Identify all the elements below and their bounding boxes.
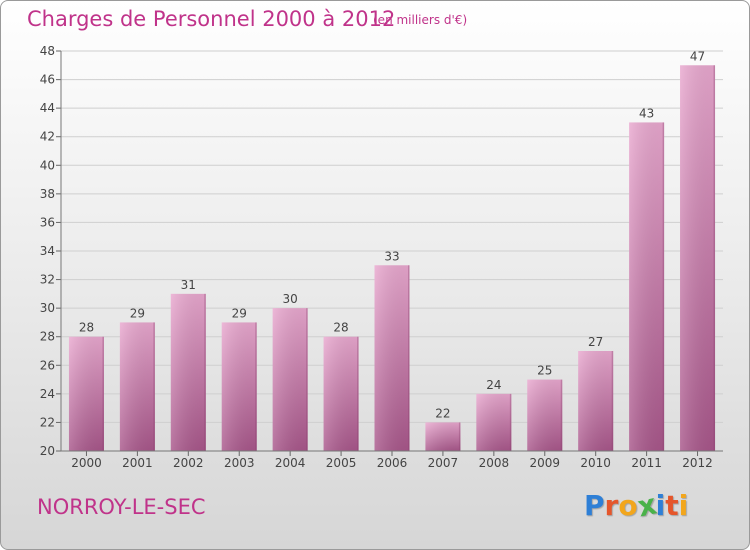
logo-letter: t xyxy=(665,489,679,522)
bar-edge xyxy=(357,336,359,451)
logo-letter: i xyxy=(678,489,689,522)
y-tick-label: 34 xyxy=(40,244,55,258)
bar-edge xyxy=(458,422,461,451)
bar-shade xyxy=(680,65,716,452)
x-tick-label: 2003 xyxy=(224,456,255,470)
data-label: 47 xyxy=(690,49,705,63)
data-label: 27 xyxy=(588,335,603,349)
data-label: 30 xyxy=(283,292,298,306)
x-tick-label: 2008 xyxy=(479,456,510,470)
bar-edge xyxy=(662,122,665,451)
x-tick-label: 2010 xyxy=(580,456,611,470)
data-label: 24 xyxy=(486,378,501,392)
bar-shade xyxy=(68,336,104,451)
bar-shade xyxy=(119,322,155,451)
y-tick-label: 20 xyxy=(40,444,55,458)
x-tick-label: 2002 xyxy=(173,456,204,470)
bar-edge xyxy=(153,322,155,451)
bar-edge xyxy=(306,308,308,451)
logo-letter: i xyxy=(655,489,666,522)
data-label: 29 xyxy=(232,306,247,320)
x-tick-label: 2009 xyxy=(529,456,560,470)
x-tick-label: 2004 xyxy=(275,456,306,470)
bar-shade xyxy=(629,122,665,451)
bars: 28 29 31 29 30 28 33 22 24 25 27 43 47 xyxy=(68,49,716,452)
y-tick-label: 26 xyxy=(40,358,55,372)
data-label: 29 xyxy=(130,306,145,320)
y-tick-label: 38 xyxy=(40,187,55,201)
y-tick-label: 40 xyxy=(40,158,55,172)
bar-shade xyxy=(527,379,563,451)
logo-letter: P xyxy=(584,489,605,522)
x-tick-label: 2007 xyxy=(428,456,459,470)
logo-letter: r xyxy=(604,489,619,522)
y-tick-label: 44 xyxy=(40,101,55,115)
data-label: 28 xyxy=(333,321,348,335)
x-tick-label: 2001 xyxy=(122,456,153,470)
x-tick-label: 2006 xyxy=(377,456,408,470)
bar-edge xyxy=(560,379,563,451)
bar-shade xyxy=(323,336,359,451)
bar-shade xyxy=(170,293,206,451)
x-tick-label: 2011 xyxy=(631,456,662,470)
y-tick-label: 30 xyxy=(40,301,55,315)
y-tick-label: 46 xyxy=(40,73,55,87)
bar-edge xyxy=(102,336,104,451)
data-label: 31 xyxy=(181,278,196,292)
data-label: 22 xyxy=(435,406,450,420)
y-tick-label: 32 xyxy=(40,273,55,287)
bar-edge xyxy=(713,65,716,452)
x-tick-label: 2000 xyxy=(71,456,102,470)
bar-edge xyxy=(408,265,410,451)
axes: 20 22 24 26 28 30 32 34 36 38 40 42 44 46 48 2000 2001 20… xyxy=(40,44,723,470)
bar-shade xyxy=(221,322,257,451)
bar-edge xyxy=(611,351,614,451)
bar-edge xyxy=(509,393,512,451)
chart-unit-note: (en milliers d'€) xyxy=(373,13,468,27)
data-label: 28 xyxy=(79,321,94,335)
proxiti-logo: Proxiti xyxy=(584,487,689,523)
bar-shade xyxy=(374,265,410,451)
data-label: 43 xyxy=(639,106,654,120)
chart-title: Charges de Personnel 2000 à 2012 xyxy=(27,7,396,31)
bar-edge xyxy=(204,293,206,451)
logo-letter: o xyxy=(618,489,638,522)
y-tick-label: 22 xyxy=(40,415,55,429)
bar-edge xyxy=(255,322,257,451)
bar-shade xyxy=(425,422,461,451)
y-tick-label: 42 xyxy=(40,130,55,144)
bar-shade xyxy=(476,393,512,451)
x-tick-label: 2012 xyxy=(682,456,713,470)
data-label: 25 xyxy=(537,364,552,378)
y-tick-label: 36 xyxy=(40,215,55,229)
y-tick-label: 28 xyxy=(40,330,55,344)
y-tick-label: 48 xyxy=(40,44,55,58)
y-tick-label: 24 xyxy=(40,387,55,401)
commune-name: NORROY-LE-SEC xyxy=(37,495,206,519)
x-tick-label: 2005 xyxy=(326,456,357,470)
bar-shade xyxy=(272,308,308,451)
data-label: 33 xyxy=(384,249,399,263)
bar-shade xyxy=(578,351,614,451)
